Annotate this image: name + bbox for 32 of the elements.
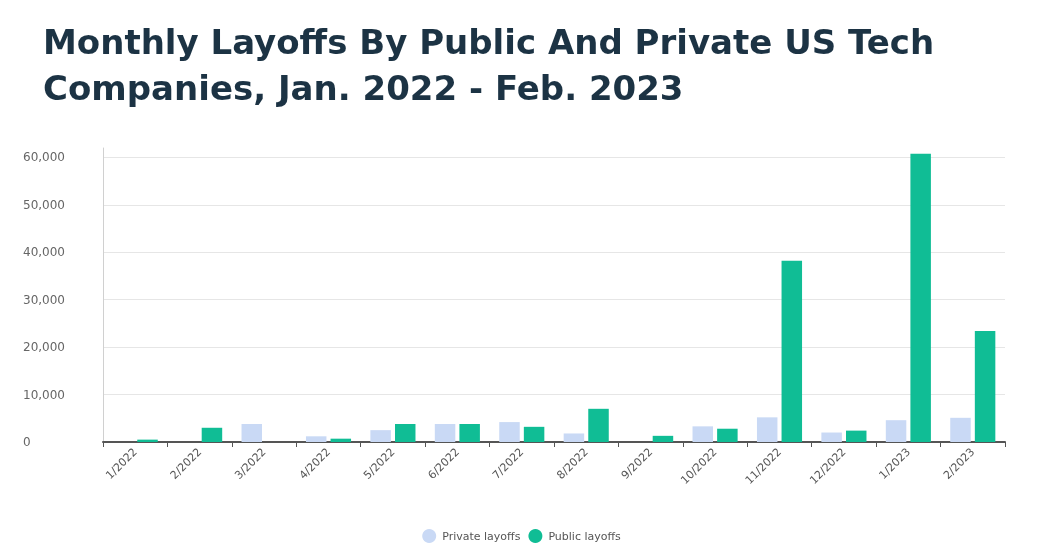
bar xyxy=(845,430,867,442)
bar xyxy=(305,436,327,442)
legend-label: Public layoffs xyxy=(548,529,622,543)
bar xyxy=(394,423,416,442)
bar xyxy=(241,423,263,442)
bar xyxy=(781,260,803,442)
bar xyxy=(692,426,714,442)
bar xyxy=(370,430,391,442)
y-tick-label: 60,000 xyxy=(23,150,65,165)
bar xyxy=(201,427,223,442)
bar xyxy=(950,417,971,442)
y-tick-label: 10,000 xyxy=(23,387,65,402)
bar xyxy=(910,153,931,442)
bar xyxy=(523,426,545,442)
bar xyxy=(588,408,609,442)
bar xyxy=(434,423,456,442)
y-tick-label: 0 xyxy=(23,435,31,449)
y-tick-label: 40,000 xyxy=(23,245,65,260)
bar xyxy=(499,422,520,442)
bar xyxy=(563,433,585,442)
y-tick-label: 50,000 xyxy=(23,197,65,212)
chart-title: Monthly Layoffs By Public And Private US Tech Companies, Jan. 2022 - Feb. 2023 xyxy=(43,22,947,108)
bar xyxy=(717,428,738,442)
bar xyxy=(974,331,996,442)
bar xyxy=(652,435,674,442)
legend-label: Private layoffs xyxy=(442,529,521,543)
bar xyxy=(756,417,778,442)
y-tick-label: 20,000 xyxy=(23,340,65,355)
bar xyxy=(885,420,907,442)
y-tick-label: 30,000 xyxy=(23,292,65,307)
bar xyxy=(821,432,842,442)
bar xyxy=(459,423,480,442)
